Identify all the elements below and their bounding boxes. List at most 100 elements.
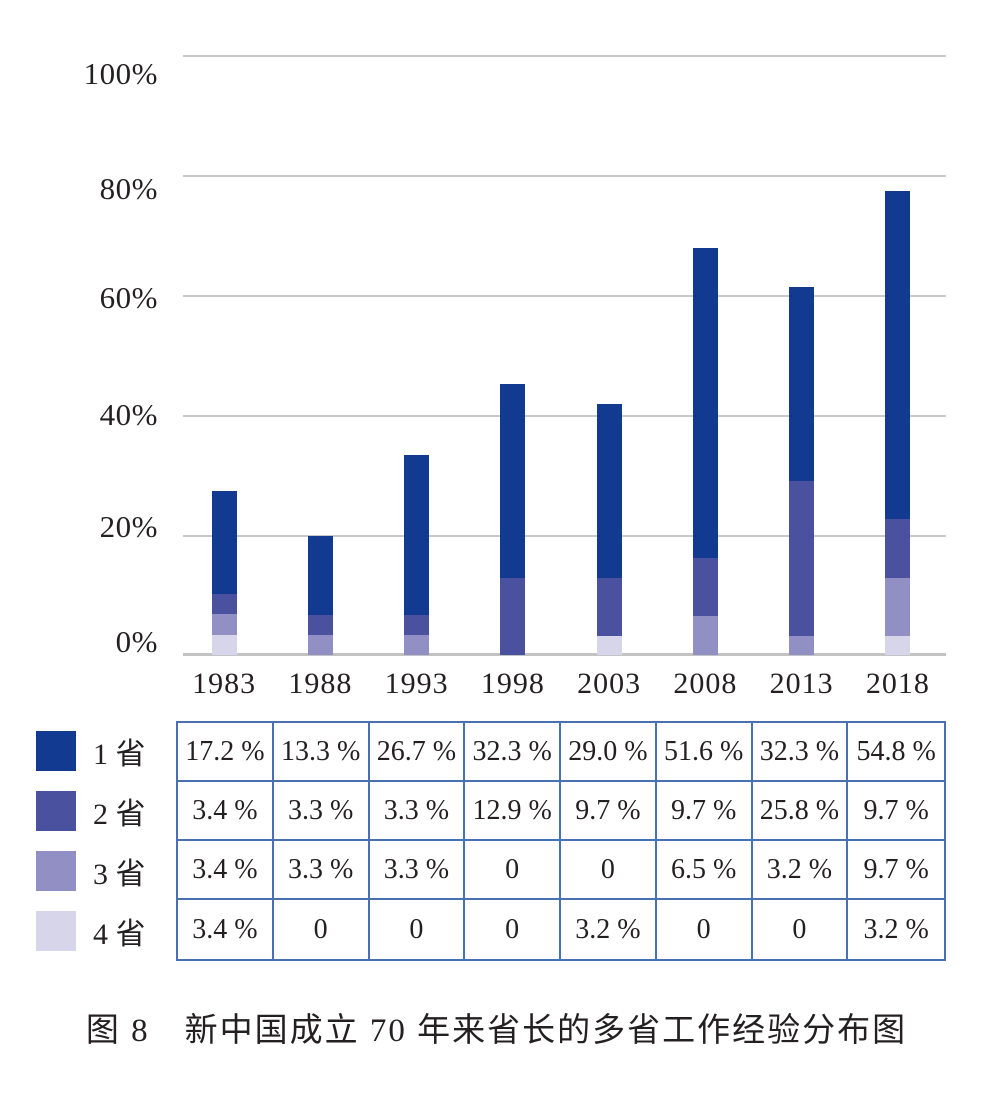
legend-swatch-4-provinces: [36, 911, 76, 951]
bar-segment: [789, 287, 815, 482]
table-cell: 3.3 %: [273, 841, 370, 900]
bar-segment: [500, 383, 526, 578]
table-cell: 0: [657, 900, 753, 959]
bar-stack: [885, 190, 911, 655]
table-cell: 0: [753, 900, 849, 959]
table-cell: 3.4 %: [178, 841, 274, 900]
bar-segment: [307, 535, 333, 616]
bar-segment: [885, 577, 911, 636]
bar-group-2013: [754, 55, 850, 655]
bar-group-1998: [465, 55, 561, 655]
table-cell: 9.7 %: [848, 841, 944, 900]
bar-segment: [211, 634, 237, 655]
y-axis-tick-label: 80%: [99, 171, 158, 206]
table-cell: 29.0 %: [561, 723, 657, 782]
table-cell: 17.2 %: [178, 723, 274, 782]
bar-segment: [211, 614, 237, 635]
bar-segment: [404, 455, 430, 616]
y-axis-tick-label: 40%: [99, 397, 158, 432]
bar-segment: [692, 616, 718, 655]
bar-group-1988: [272, 55, 368, 655]
bar-stack: [596, 403, 622, 655]
gridline-20: [183, 535, 946, 537]
table-cell: 0: [274, 900, 370, 959]
bar-segment: [211, 593, 237, 615]
bar-group-1983: [176, 55, 272, 655]
table-cell: 0: [561, 841, 657, 900]
legend-swatch-2-provinces: [36, 791, 76, 831]
x-axis-tick-label: 1983: [192, 667, 257, 700]
bar-chart-plot-area: [183, 55, 946, 656]
bar-segment: [885, 190, 911, 520]
bar-segment: [211, 490, 237, 594]
legend-item-1-province: 1 省: [36, 721, 176, 781]
table-cell: 0: [370, 900, 466, 959]
bar-segment: [596, 577, 622, 636]
legend-item-2-provinces: 2 省: [36, 781, 176, 841]
table-cell: 6.5 %: [656, 841, 753, 900]
legend-label: 1 省: [93, 738, 146, 771]
table-cell: 54.8 %: [848, 723, 944, 782]
bar-segment: [596, 635, 622, 655]
bar-group-2008: [657, 55, 753, 655]
table-cell: 3.2 %: [752, 841, 849, 900]
bar-stack: [789, 287, 815, 655]
gridline-100: [183, 55, 946, 57]
x-axis-tick-label: 1988: [288, 667, 353, 700]
bar-segment: [404, 615, 430, 636]
bar-stack: [211, 490, 237, 655]
y-axis-tick-label: 20%: [99, 509, 158, 544]
bar-segment: [307, 615, 333, 636]
table-cell: 9.7 %: [848, 782, 944, 841]
x-axis-tick-label: 2013: [769, 667, 834, 700]
bars-layer: [176, 55, 946, 655]
x-axis-tick-label: 1993: [384, 667, 449, 700]
x-axis-tick-label: 2018: [865, 667, 930, 700]
table-cell: 9.7 %: [561, 782, 657, 841]
legend-item-3-provinces: 3 省: [36, 841, 176, 901]
table-cell: 3.3 %: [369, 841, 466, 900]
table-cell: 3.2 %: [561, 900, 657, 959]
bar-segment: [692, 248, 718, 558]
y-axis-tick-label: 100%: [83, 56, 158, 91]
data-table: 17.2 % 13.3 % 26.7 % 32.3 % 29.0 % 51.6 …: [176, 721, 946, 961]
bar-group-2003: [561, 55, 657, 655]
bar-segment: [885, 519, 911, 578]
bar-stack: [692, 248, 718, 655]
legend-swatch-3-provinces: [36, 851, 76, 891]
legend-label: 2 省: [93, 798, 146, 831]
table-cell: 9.7 %: [656, 782, 753, 841]
bar-segment: [307, 635, 333, 655]
table-cell: 32.3 %: [465, 723, 561, 782]
gridline-40: [183, 415, 946, 417]
table-cell: 51.6 %: [656, 723, 753, 782]
table-cell: 26.7 %: [369, 723, 466, 782]
legend-label: 4 省: [93, 918, 146, 951]
bar-segment: [692, 557, 718, 616]
y-axis-tick-label: 60%: [99, 280, 158, 315]
bar-group-2018: [850, 55, 946, 655]
table-cell: 3.2 %: [863, 913, 929, 945]
legend-swatch-1-province: [36, 731, 76, 771]
bar-segment: [500, 577, 526, 655]
y-axis-tick-label: 0%: [115, 624, 158, 659]
table-cell: 25.8 %: [752, 782, 849, 841]
x-axis-tick-label: 1998: [480, 667, 545, 700]
table-cell: 3.4 %: [178, 782, 274, 841]
x-axis-tick-label: 2003: [577, 667, 642, 700]
bar-segment: [596, 403, 622, 578]
table-cell: 3.3 %: [369, 782, 466, 841]
bar-segment: [404, 635, 430, 655]
x-axis: 1983 1988 1993 1998 2003 2008 2013 2018: [176, 667, 946, 701]
bar-stack: [404, 455, 430, 655]
gridline-80: [183, 175, 946, 177]
table-cell: 3.3 %: [273, 782, 370, 841]
bar-stack: [500, 383, 526, 655]
bar-stack: [307, 535, 333, 655]
bar-segment: [885, 635, 911, 655]
table-cell: 0: [465, 841, 561, 900]
bar-segment: [789, 635, 815, 655]
table-cell: 12.9 %: [465, 782, 561, 841]
y-axis: 100% 80% 60% 40% 20% 0%: [0, 55, 158, 659]
